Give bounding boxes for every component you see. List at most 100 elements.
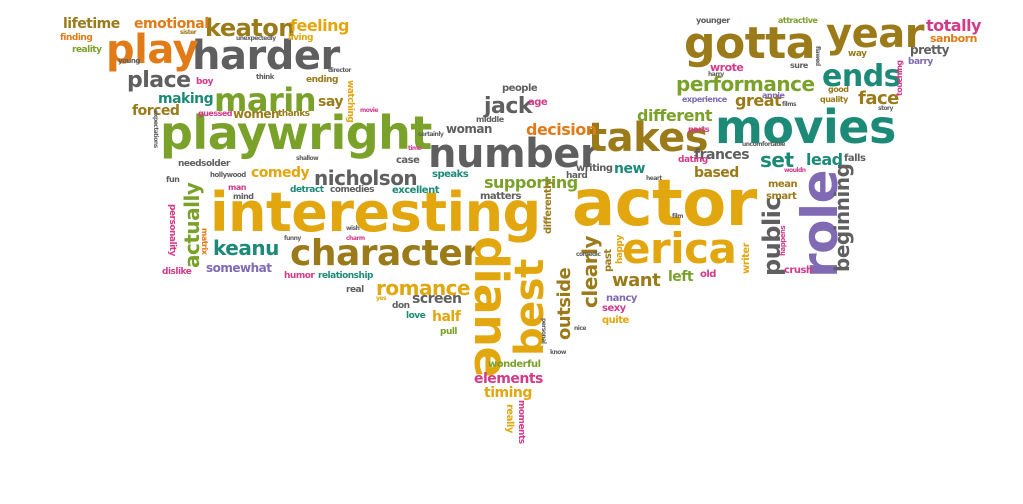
word-dating: dating [678, 155, 708, 165]
word-writer: writer [741, 242, 752, 274]
word-younger: younger [696, 16, 730, 25]
word-real: real [346, 285, 364, 295]
word-dislike: dislike [162, 267, 192, 277]
word-actually: actually [180, 182, 204, 268]
word-emotional: emotional [134, 16, 209, 32]
word-sister: sister [180, 29, 197, 36]
word-keaton: keaton [205, 14, 295, 42]
word-relationship: relationship [318, 271, 373, 281]
word-interesting: interesting [210, 181, 541, 244]
word-detract: detract [290, 185, 324, 195]
word-happens: happens [779, 225, 787, 256]
word-beginning: beginning [830, 163, 854, 272]
word-mean: mean [768, 179, 798, 190]
word-story: story [878, 105, 893, 112]
word-humor: humor [284, 271, 315, 281]
word-great: great [735, 91, 782, 110]
word-nicholson: nicholson [314, 166, 418, 190]
word-comedies: comedies [330, 185, 375, 195]
word-wish: wish [346, 225, 360, 232]
word-matters: matters [480, 191, 521, 202]
word-character: character [290, 233, 480, 274]
word-unexpectedly: unexpectedly [236, 35, 276, 42]
word-thanks: thanks [278, 109, 310, 119]
word-age: age [528, 97, 548, 108]
word-people: people [502, 83, 538, 94]
word-way: way [848, 49, 867, 59]
word-sexy: sexy [602, 303, 626, 314]
word-barry: barry [908, 57, 933, 67]
word-quality: quality [820, 95, 848, 104]
word-parts: parts [688, 125, 710, 134]
word-living: living [288, 33, 313, 43]
word-don: don [392, 301, 410, 311]
word-set: set [760, 148, 794, 172]
word-playwright: playwright [160, 106, 432, 160]
word-romance: romance [376, 276, 471, 300]
word-happy: happy [615, 235, 625, 264]
word-face: face [858, 88, 899, 109]
word-harder: harder [192, 33, 340, 79]
word-forced: forced [132, 103, 180, 119]
word-older: older [206, 159, 230, 169]
word-crush: crush [784, 265, 813, 276]
word-wonderful: wonderful [488, 359, 541, 370]
word-touching: touching [895, 60, 904, 96]
word-speaks: speaks [432, 169, 469, 180]
word-personal: personal [540, 318, 547, 344]
word-finding: finding [60, 33, 93, 43]
word-outside: outside [554, 267, 575, 340]
word-different: different [637, 106, 713, 125]
word-lifetime: lifetime [63, 16, 120, 32]
word-pull: pull [440, 327, 458, 337]
word-ends: ends [822, 59, 902, 94]
word-matrix: matrix [200, 228, 209, 255]
word-films: films [782, 101, 797, 108]
word-fun: fun [166, 175, 180, 184]
word-actor: actor [572, 167, 757, 241]
word-personality: personality [167, 204, 177, 256]
word-funny: funny [284, 235, 301, 242]
word-differently: differently [543, 179, 554, 234]
word-marin: marin [214, 81, 316, 119]
word-mind: mind [233, 192, 254, 201]
word-movie: movie [360, 107, 378, 114]
word-heart: heart [646, 175, 662, 182]
word-wrote: wrote [710, 61, 744, 74]
word-woman: woman [446, 122, 492, 136]
word-erica: erica [622, 224, 737, 273]
word-nice: nice [574, 325, 586, 332]
word-left: left [668, 269, 694, 285]
word-nancy: nancy [606, 293, 637, 304]
word-really: really [504, 404, 515, 433]
word-moments: moments [516, 400, 526, 444]
word-hard: hard [566, 171, 588, 181]
word-hollywood: hollywood [210, 171, 246, 179]
word-clearly: clearly [578, 235, 602, 308]
word-say: say [318, 94, 343, 110]
word-somewhat: somewhat [206, 261, 272, 275]
word-ending: ending [306, 75, 338, 85]
word-guessed: guessed [198, 109, 233, 118]
word-women: women [233, 107, 280, 121]
word-reality: reality [72, 45, 102, 55]
word-decision: decision [526, 120, 597, 139]
word-totally: totally [926, 16, 981, 35]
word-keanu: keanu [213, 236, 279, 260]
word-director: director [328, 67, 351, 74]
word-half: half [432, 309, 461, 325]
word-certainly: certainly [418, 131, 444, 138]
word-feeling: feeling [290, 16, 349, 35]
word-man: man [228, 183, 246, 192]
word-comedic: comedic [576, 251, 601, 258]
word-boy: boy [196, 77, 214, 87]
word-harry: harry [708, 71, 724, 78]
word-shallow: shallow [296, 155, 319, 162]
word-charm: charm [346, 235, 365, 242]
word-based: based [694, 165, 739, 181]
word-supporting: supporting [484, 173, 578, 192]
word-watching: watching [345, 80, 355, 123]
word-flawed: flawed [814, 46, 821, 66]
word-case: case [396, 155, 420, 166]
word-lead: lead [806, 150, 843, 169]
